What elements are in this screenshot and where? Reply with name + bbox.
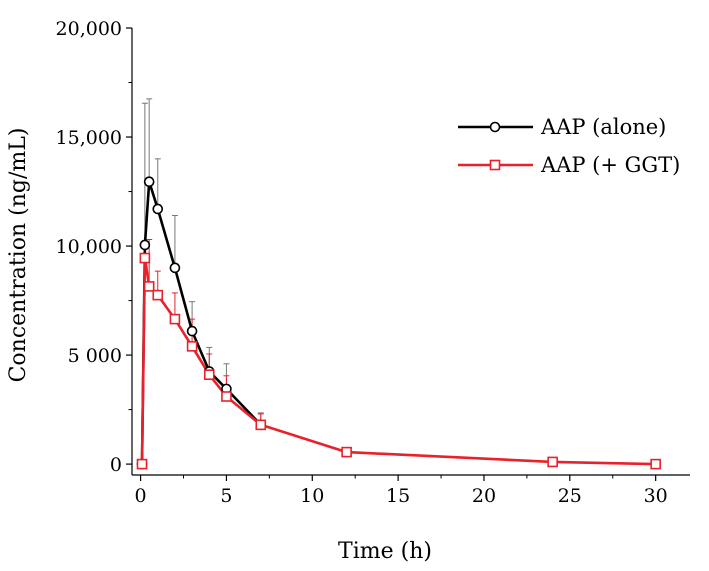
x-tick-label: 25 xyxy=(558,485,582,507)
data-point-aap-ggt xyxy=(547,456,558,468)
y-tick-label: 0 xyxy=(110,454,122,476)
legend-label: AAP (alone) xyxy=(540,115,666,139)
series-line-aap-ggt xyxy=(140,256,656,466)
y-tick-label: 10,000 xyxy=(56,236,122,258)
series xyxy=(136,176,661,470)
data-point-aap-alone xyxy=(169,262,181,274)
data-point-aap-ggt xyxy=(255,419,267,431)
data-point-aap-ggt xyxy=(203,369,215,380)
data-point-aap-ggt xyxy=(650,458,661,470)
legend-marker xyxy=(489,159,501,171)
x-tick-label: 20 xyxy=(472,485,496,507)
legend: AAP (alone) AAP (+ GGT) xyxy=(458,115,680,177)
data-point-aap-alone xyxy=(186,325,198,337)
x-tick-label: 15 xyxy=(386,485,410,507)
series-line-aap-alone xyxy=(140,180,262,465)
data-point-aap-ggt xyxy=(186,341,198,352)
legend-marker xyxy=(489,121,501,133)
data-point-aap-alone xyxy=(139,239,151,251)
x-axis-title: Time (h) xyxy=(338,539,432,564)
data-point-aap-ggt xyxy=(143,281,155,292)
y-tick-label: 15,000 xyxy=(56,127,122,149)
x-tick-label: 10 xyxy=(300,485,324,507)
data-point-aap-ggt xyxy=(341,446,352,458)
axes: 0 5 10 15 20 25 30 0 5 000 10,000 15,000 20,000 xyxy=(56,18,690,507)
data-point-aap-ggt xyxy=(169,313,181,325)
x-tick-label: 0 xyxy=(135,485,147,507)
x-tick-label: 30 xyxy=(644,485,668,507)
y-axis-title: Concentration (ng/mL) xyxy=(6,128,31,383)
data-point-aap-alone xyxy=(152,203,164,215)
y-tick-label: 5 000 xyxy=(68,345,122,367)
data-point-aap-ggt xyxy=(136,458,148,470)
data-point-aap-ggt xyxy=(139,252,151,264)
legend-label: AAP (+ GGT) xyxy=(540,153,680,177)
data-point-aap-alone xyxy=(143,176,155,188)
data-point-aap-ggt xyxy=(221,391,232,402)
data-point-aap-ggt xyxy=(152,289,164,301)
y-tick-label: 20,000 xyxy=(56,18,122,40)
x-tick-label: 5 xyxy=(220,485,232,507)
